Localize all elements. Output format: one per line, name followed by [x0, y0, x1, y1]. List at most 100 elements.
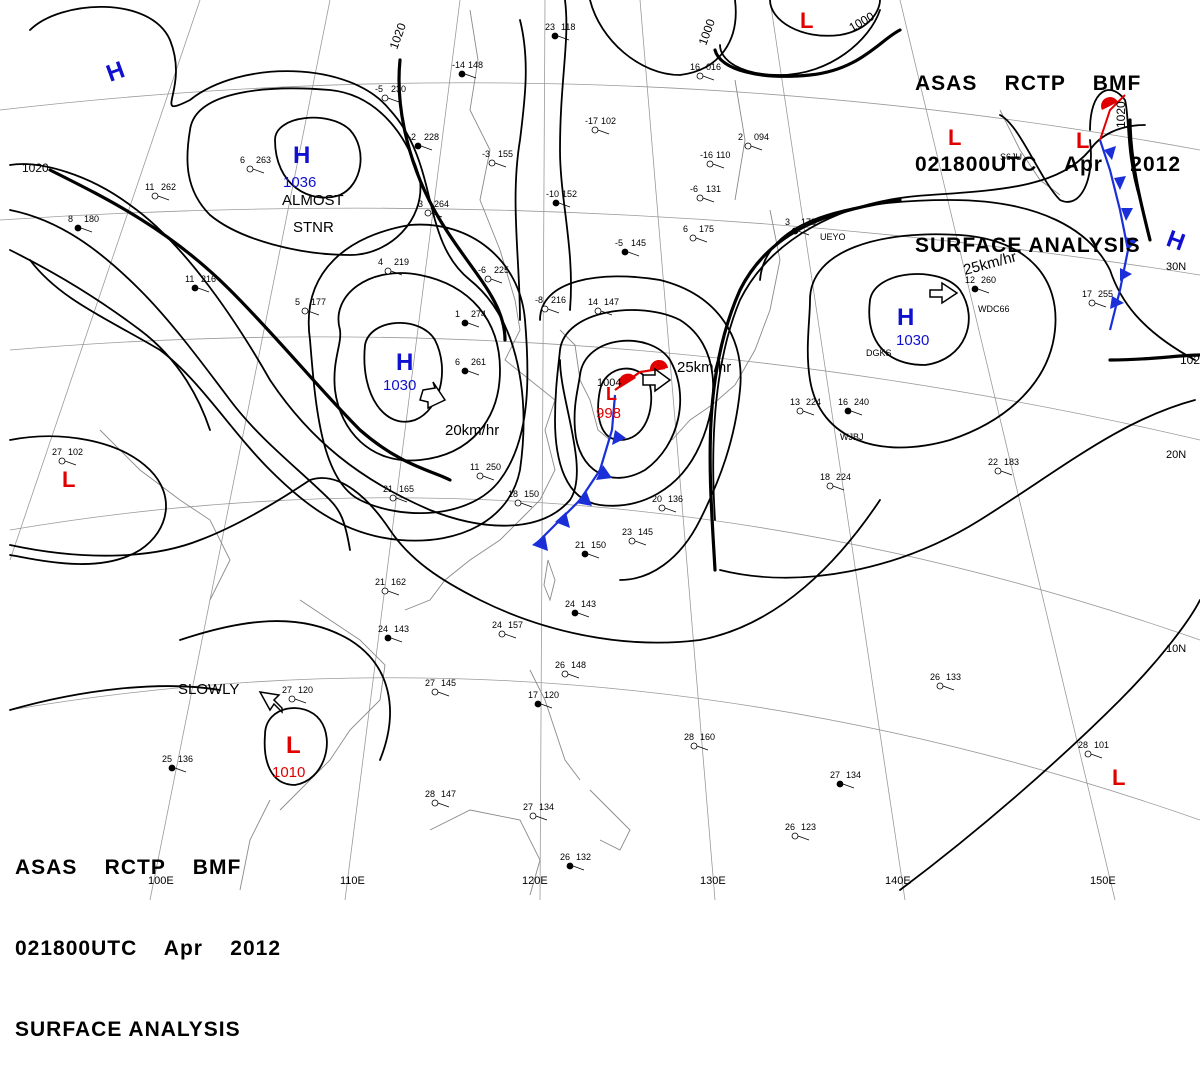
station-circle-icon — [744, 142, 752, 150]
station-circle-icon — [628, 537, 636, 545]
station-circle-icon — [541, 305, 549, 313]
station-temperature: 8 — [68, 214, 73, 224]
station-temperature: 27 — [425, 678, 435, 688]
station-plot: 3 178 — [785, 217, 816, 236]
station-circle-icon — [696, 72, 704, 80]
meridian-130e — [639, 0, 716, 900]
station-circle-icon — [431, 688, 439, 696]
station-pressure: 145 — [631, 238, 646, 248]
station-plot: -3 155 — [482, 149, 513, 168]
wind-barb-icon — [420, 145, 433, 151]
station-temperature: 27 — [830, 770, 840, 780]
isobar-1020-bold-east — [708, 198, 902, 572]
wind-barb-icon — [307, 310, 320, 316]
station-circle-icon — [488, 159, 496, 167]
station-temperature: 11 — [185, 274, 194, 284]
isobar-1020-bold-west — [48, 168, 452, 482]
station-plot: 21 165 — [383, 484, 414, 503]
station-plot: 21 150 — [575, 540, 606, 559]
station-pressure: 224 — [836, 472, 851, 482]
station-plot: 23 145 — [622, 527, 653, 546]
cold-front-tooth — [1110, 296, 1124, 309]
station-plot: 22 183 — [988, 457, 1019, 476]
wind-barb-icon — [850, 410, 863, 416]
station-pressure: 152 — [562, 189, 577, 199]
station-plot: 27 134 — [830, 770, 861, 789]
station-pressure: 183 — [1004, 457, 1019, 467]
isobar-east-south — [719, 399, 1196, 579]
station-plot: 28 147 — [425, 789, 456, 808]
station-temperature: -2 — [408, 132, 416, 142]
high-center-pressure: 1030 — [896, 332, 929, 349]
isobar-low-1010 — [263, 707, 328, 786]
station-temperature: 27 — [52, 447, 62, 457]
station-temperature: 26 — [930, 672, 940, 682]
coast-korea — [559, 329, 611, 441]
wind-barb-icon — [467, 370, 480, 376]
station-plot: 16 240 — [838, 397, 869, 416]
station-circle-icon — [381, 587, 389, 595]
station-plot: 26 148 — [555, 660, 586, 679]
wind-barb-icon — [535, 815, 548, 821]
warm-front-bump — [618, 373, 636, 388]
station-plot: -6 131 — [690, 184, 721, 203]
station-circle-icon — [498, 630, 506, 638]
station-pressure: 136 — [178, 754, 193, 764]
station-plot: 27 145 — [425, 678, 456, 697]
station-pressure: 264 — [434, 199, 449, 209]
station-pressure: 147 — [604, 297, 619, 307]
coast-japan — [671, 209, 781, 441]
isobar-label: 1004 — [597, 377, 621, 389]
map-footer: ASAS RCTP BMF 021800UTC Apr 2012 SURFACE… — [15, 800, 281, 1070]
coast-malay — [239, 799, 271, 891]
station-plot: 20 136 — [652, 494, 683, 513]
parallel-30n — [0, 207, 1200, 276]
high-center-pressure: 1030 — [383, 377, 416, 394]
station-temperature: 11 — [470, 462, 479, 472]
wind-barb-icon — [387, 590, 400, 596]
station-plot: 13 224 — [790, 397, 821, 416]
movement-arrows — [258, 281, 959, 714]
wind-barb-icon — [387, 97, 400, 103]
station-pressure: 225 — [494, 265, 509, 275]
isobar-trough-north2 — [559, 0, 572, 311]
wind-barb-icon — [395, 497, 408, 503]
station-code: WJBJ — [840, 432, 864, 442]
station-plot: 3 264 — [418, 199, 449, 218]
arrow-right-icon — [929, 281, 959, 305]
isobar-low-998-ring3 — [554, 309, 714, 507]
station-circle-icon — [1084, 750, 1092, 758]
station-pressure: 118 — [561, 22, 575, 32]
footer-line-3: SURFACE ANALYSIS — [15, 1018, 241, 1041]
high-center-letter: H — [293, 142, 310, 169]
isobar-sw-far — [9, 685, 221, 711]
movement-note: ALMOST — [282, 192, 344, 209]
station-plot: 2 094 — [738, 132, 769, 151]
station-temperature: -6 — [478, 265, 486, 275]
wind-barb-icon — [1000, 470, 1013, 476]
station-pressure: 216 — [201, 274, 216, 284]
station-circle-icon — [561, 670, 569, 678]
wind-barb-icon — [430, 212, 443, 218]
station-pressure: 133 — [946, 672, 961, 682]
station-pressure: 110 — [716, 150, 730, 160]
station-pressure: 230 — [391, 84, 406, 94]
wind-barb-icon — [802, 410, 815, 416]
station-plot: 11 216 — [185, 274, 216, 293]
longitude-label: 140E — [885, 875, 911, 887]
wind-barb-icon — [437, 691, 450, 697]
meridian-90e — [9, 0, 201, 561]
station-code: S6JU — [1000, 152, 1022, 162]
station-code: WDC66 — [978, 304, 1010, 314]
station-plot: 27 134 — [523, 802, 554, 821]
station-pressure: 148 — [468, 60, 483, 70]
station-temperature: 2 — [738, 132, 743, 142]
station-plot: 25 136 — [162, 754, 193, 773]
station-code: UEYO — [820, 232, 846, 242]
wind-barb-icon — [695, 237, 708, 243]
station-plot: 5 177 — [295, 297, 326, 316]
isobar-far-southeast — [899, 599, 1200, 891]
movement-note: SLOWLY — [178, 681, 239, 698]
isobar-southwest-ridge — [179, 620, 391, 761]
